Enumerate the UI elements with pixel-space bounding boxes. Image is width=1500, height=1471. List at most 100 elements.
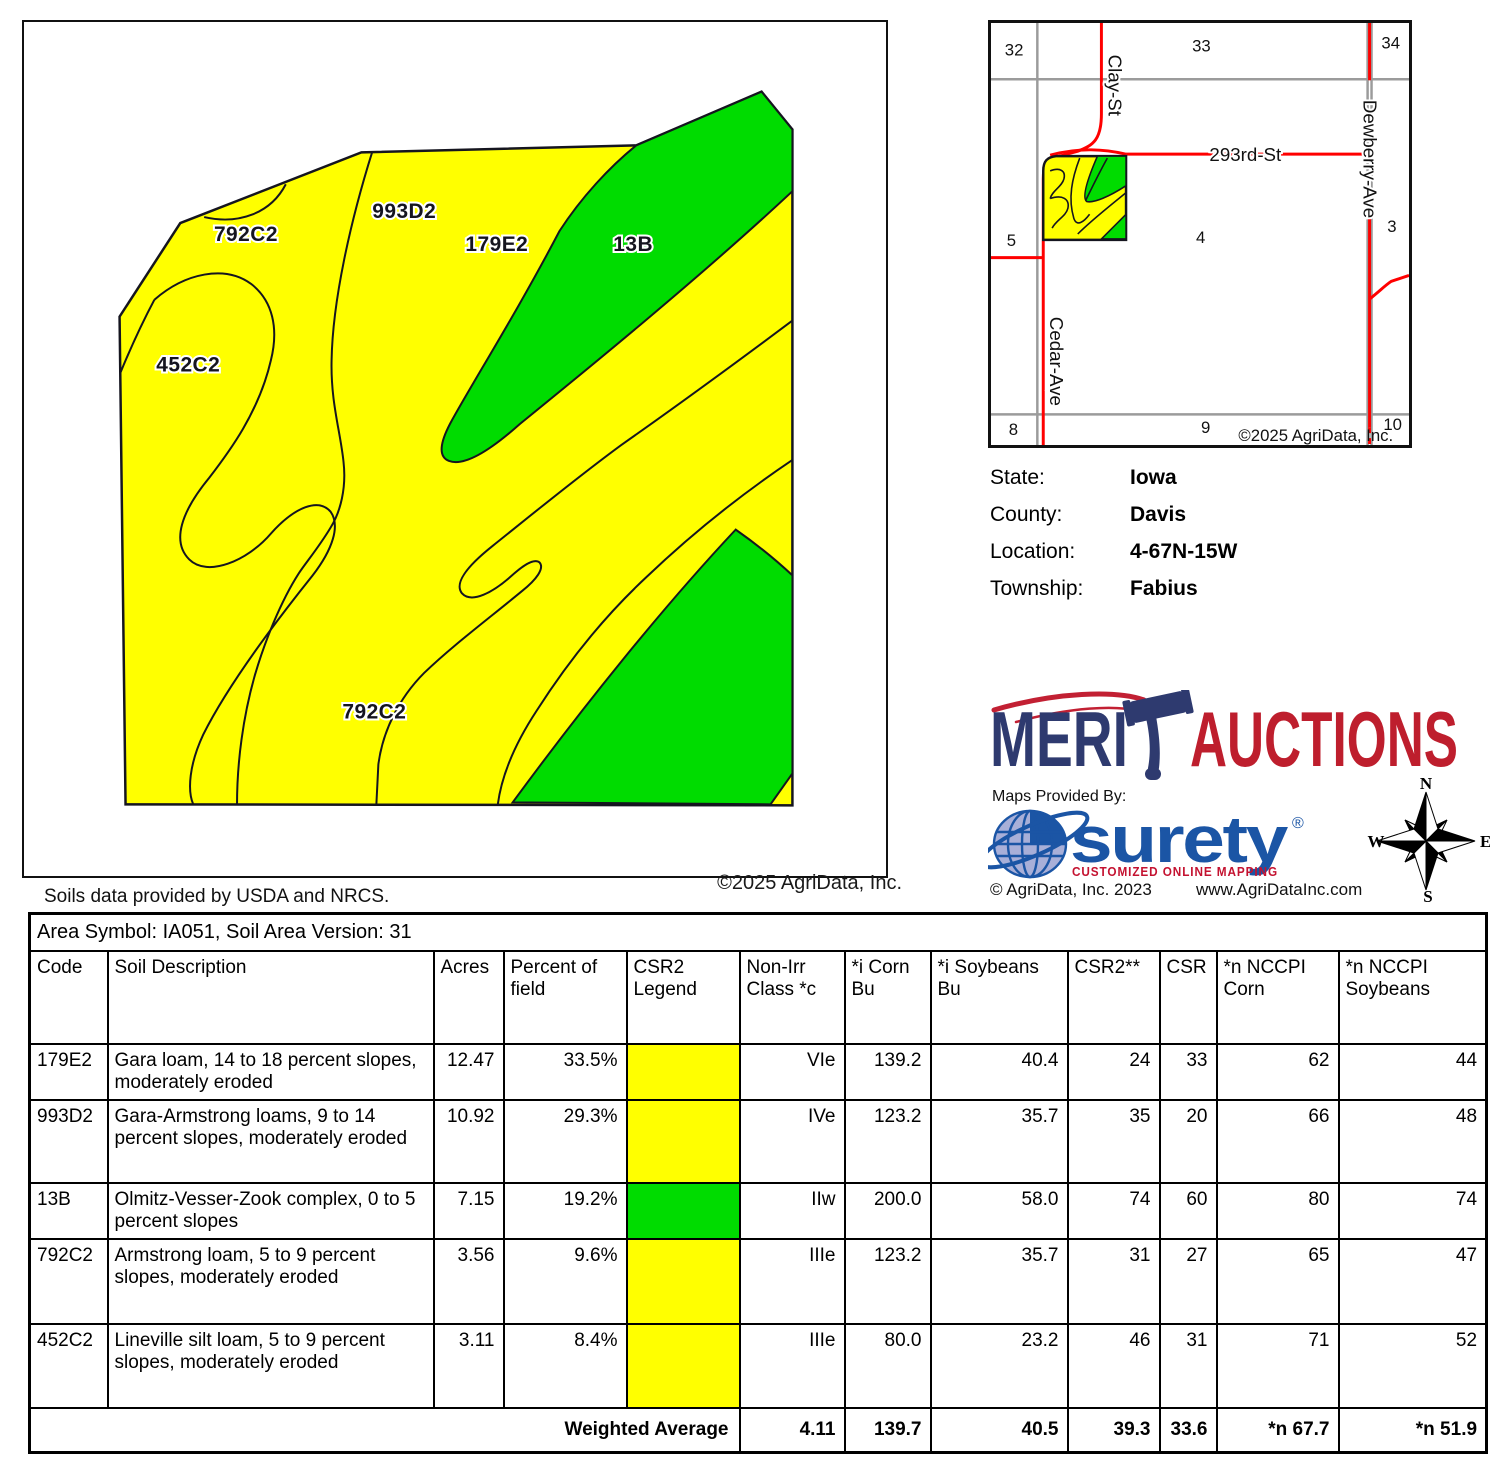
area-symbol-row: Area Symbol: IA051, Soil Area Version: 3… [28, 912, 1488, 952]
map-copyright: ©2025 AgriData, Inc. [717, 872, 902, 894]
registered-mark: ® [1292, 815, 1304, 832]
section-4: 4 [1196, 228, 1205, 247]
road-branch [1368, 274, 1409, 301]
merit-wordmark: MERI [990, 695, 1128, 783]
header-nccpi-corn: *n NCCPI Corn [1215, 950, 1340, 1045]
cell-legend-swatch [625, 1043, 741, 1101]
cell-nonirr: VIe [738, 1043, 846, 1101]
cell-code: 13B [28, 1182, 109, 1240]
header-soy: *i Soybeans Bu [929, 950, 1069, 1045]
cell-nccpi-corn: 66 [1215, 1099, 1340, 1184]
soil-label-179e2: 179E2 [465, 233, 528, 256]
cell-csr: 33 [1158, 1043, 1218, 1101]
cell-csr2: 24 [1066, 1043, 1161, 1101]
compass-n-label: N [1420, 778, 1433, 793]
auctions-wordmark: AUCTIONS [1190, 695, 1458, 783]
soil-map: 792C2 993D2 179E2 13B 452C2 792C2 ©2025 … [22, 20, 902, 894]
state-label: State: [990, 466, 1045, 489]
cell-desc: Olmitz-Vesser-Zook complex, 0 to 5 perce… [106, 1182, 435, 1240]
street-clay: Clay-St [1104, 55, 1125, 117]
soils-data-footnote: Soils data provided by USDA and NRCS. [44, 886, 390, 907]
cell-nccpi-soy: 52 [1337, 1323, 1488, 1409]
weighted-average-row: Weighted Average 4.11 139.7 40.5 39.3 33… [28, 1407, 1488, 1453]
cell-corn: 200.0 [843, 1182, 932, 1240]
cell-code: 993D2 [28, 1099, 109, 1184]
soil-region-green-corner [510, 528, 794, 806]
cell-nonirr: IIw [738, 1182, 846, 1240]
header-csr: CSR [1158, 950, 1218, 1045]
location-label: Location: [990, 540, 1076, 563]
wa-nccpi-corn: *n 67.7 [1215, 1407, 1340, 1453]
compass-w-label: W [1368, 832, 1385, 851]
cell-nccpi-corn: 80 [1215, 1182, 1340, 1240]
cell-nccpi-corn: 65 [1215, 1238, 1340, 1325]
soil-label-13b: 13B [613, 233, 653, 256]
cell-nccpi-soy: 44 [1337, 1043, 1488, 1101]
wa-csr: 33.6 [1158, 1407, 1218, 1453]
soil-map-drawing: 792C2 993D2 179E2 13B 452C2 792C2 [118, 90, 794, 807]
wa-corn: 139.7 [843, 1407, 932, 1453]
cell-nccpi-corn: 71 [1215, 1323, 1340, 1409]
section-9: 9 [1201, 418, 1210, 437]
table-row: 792C2 Armstrong loam, 5 to 9 percent slo… [28, 1238, 1488, 1325]
wa-csr2: 39.3 [1066, 1407, 1161, 1453]
header-legend: CSR2 Legend [625, 950, 741, 1045]
cell-soy: 35.7 [929, 1238, 1069, 1325]
section-8: 8 [1009, 420, 1018, 439]
cell-nccpi-corn: 62 [1215, 1043, 1340, 1101]
cell-corn: 139.2 [843, 1043, 932, 1101]
header-acres: Acres [432, 950, 505, 1045]
table-row: 993D2 Gara-Armstrong loams, 9 to 14 perc… [28, 1099, 1488, 1184]
area-symbol: Area Symbol: IA051, Soil Area Version: 3… [28, 912, 1488, 952]
wa-nonirr: 4.11 [738, 1407, 846, 1453]
cell-csr: 31 [1158, 1323, 1218, 1409]
cell-legend-swatch [625, 1099, 741, 1184]
info-row-state: State: Iowa [990, 466, 1410, 503]
agridata-url[interactable]: www.AgriDataInc.com [1196, 880, 1363, 899]
cell-acres: 3.11 [432, 1323, 505, 1409]
cell-soy: 23.2 [929, 1323, 1069, 1409]
header-desc: Soil Description [106, 950, 435, 1045]
cell-pct: 33.5% [502, 1043, 628, 1101]
cell-acres: 12.47 [432, 1043, 505, 1101]
agridata-credit: © AgriData, Inc. 2023 [990, 880, 1152, 899]
cell-pct: 9.6% [502, 1238, 628, 1325]
section-33: 33 [1192, 37, 1211, 56]
cell-nonirr: IIIe [738, 1323, 846, 1409]
cell-desc: Gara-Armstrong loams, 9 to 14 percent sl… [106, 1099, 435, 1184]
compass-s-label: S [1423, 887, 1432, 904]
cell-csr: 27 [1158, 1238, 1218, 1325]
header-nonirr: Non-Irr Class *c [738, 950, 846, 1045]
cell-pct: 8.4% [502, 1323, 628, 1409]
header-pct: Percent of field [502, 950, 628, 1045]
weighted-average-label: Weighted Average [28, 1407, 741, 1453]
soil-label-792c2-bottom: 792C2 [342, 701, 406, 724]
gray-roads [991, 23, 1409, 445]
county-label: County: [990, 503, 1063, 526]
header-corn: *i Corn Bu [843, 950, 932, 1045]
cell-desc: Lineville silt loam, 5 to 9 percent slop… [106, 1323, 435, 1409]
street-293rd: 293rd-St [1209, 144, 1282, 165]
cell-pct: 29.3% [502, 1099, 628, 1184]
cell-nccpi-soy: 48 [1337, 1099, 1488, 1184]
cell-acres: 10.92 [432, 1099, 505, 1184]
surety-wordmark: surety [1070, 806, 1289, 876]
info-row-county: County: Davis [990, 503, 1410, 540]
cell-corn: 123.2 [843, 1099, 932, 1184]
location-value: 4-67N-15W [1130, 540, 1238, 563]
soil-contours [119, 151, 794, 805]
street-cedar: Cedar-Ave [1046, 317, 1067, 406]
globe-icon [988, 809, 1090, 879]
section-3: 3 [1387, 217, 1396, 236]
gavel-icon [1122, 690, 1194, 780]
cell-nonirr: IVe [738, 1099, 846, 1184]
table-header-row: Code Soil Description Acres Percent of f… [28, 950, 1488, 1045]
surety-tagline: CUSTOMIZED ONLINE MAPPING [1072, 864, 1278, 879]
wa-nccpi-soy: *n 51.9 [1337, 1407, 1488, 1453]
cell-legend-swatch [625, 1238, 741, 1325]
cell-desc: Gara loam, 14 to 18 percent slopes, mode… [106, 1043, 435, 1101]
section-34: 34 [1381, 34, 1400, 53]
soil-region-13b [440, 90, 794, 464]
cell-csr2: 35 [1066, 1099, 1161, 1184]
